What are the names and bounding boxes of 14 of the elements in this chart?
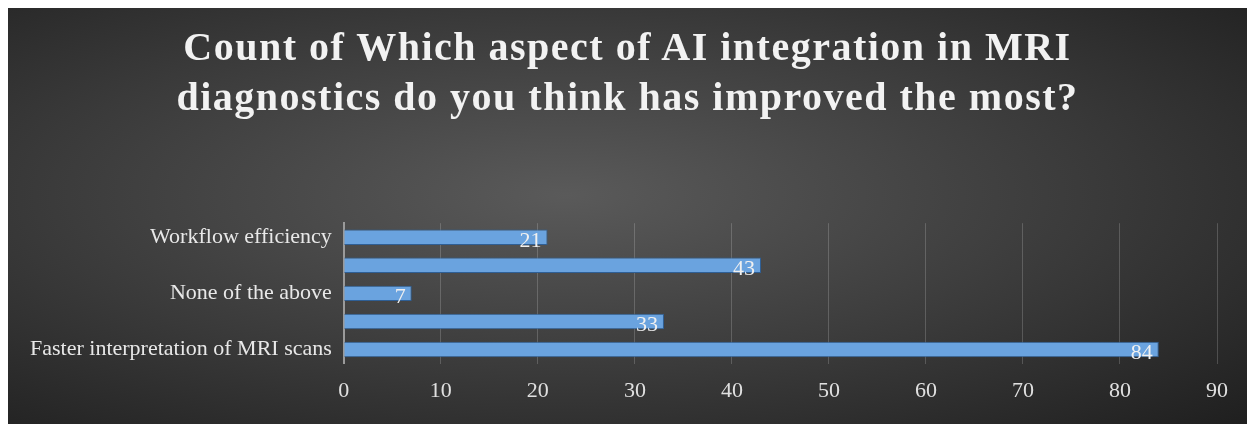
x-tick-label: 90 xyxy=(1206,376,1228,402)
x-tick-label: 30 xyxy=(623,376,646,402)
y-tick-label: Workflow efficiency xyxy=(150,223,332,249)
y-tick-label: None of the above xyxy=(169,279,332,305)
x-tick-label: 10 xyxy=(429,376,452,402)
chart-title: Count of Which aspect of AI integration in MRI diagnostics do you think has improved the most? xyxy=(175,23,1080,121)
x-tick-label: 50 xyxy=(817,376,840,402)
x-tick-label: 20 xyxy=(526,376,549,402)
x-tick-label: 70 xyxy=(1011,376,1034,402)
x-tick-label: 80 xyxy=(1108,376,1131,402)
x-tick-label: 0 xyxy=(338,376,350,402)
x-tick-label: 40 xyxy=(720,376,743,402)
y-tick-label: Faster interpretation of MRI scans xyxy=(30,335,332,361)
x-tick-label: 60 xyxy=(914,376,937,402)
